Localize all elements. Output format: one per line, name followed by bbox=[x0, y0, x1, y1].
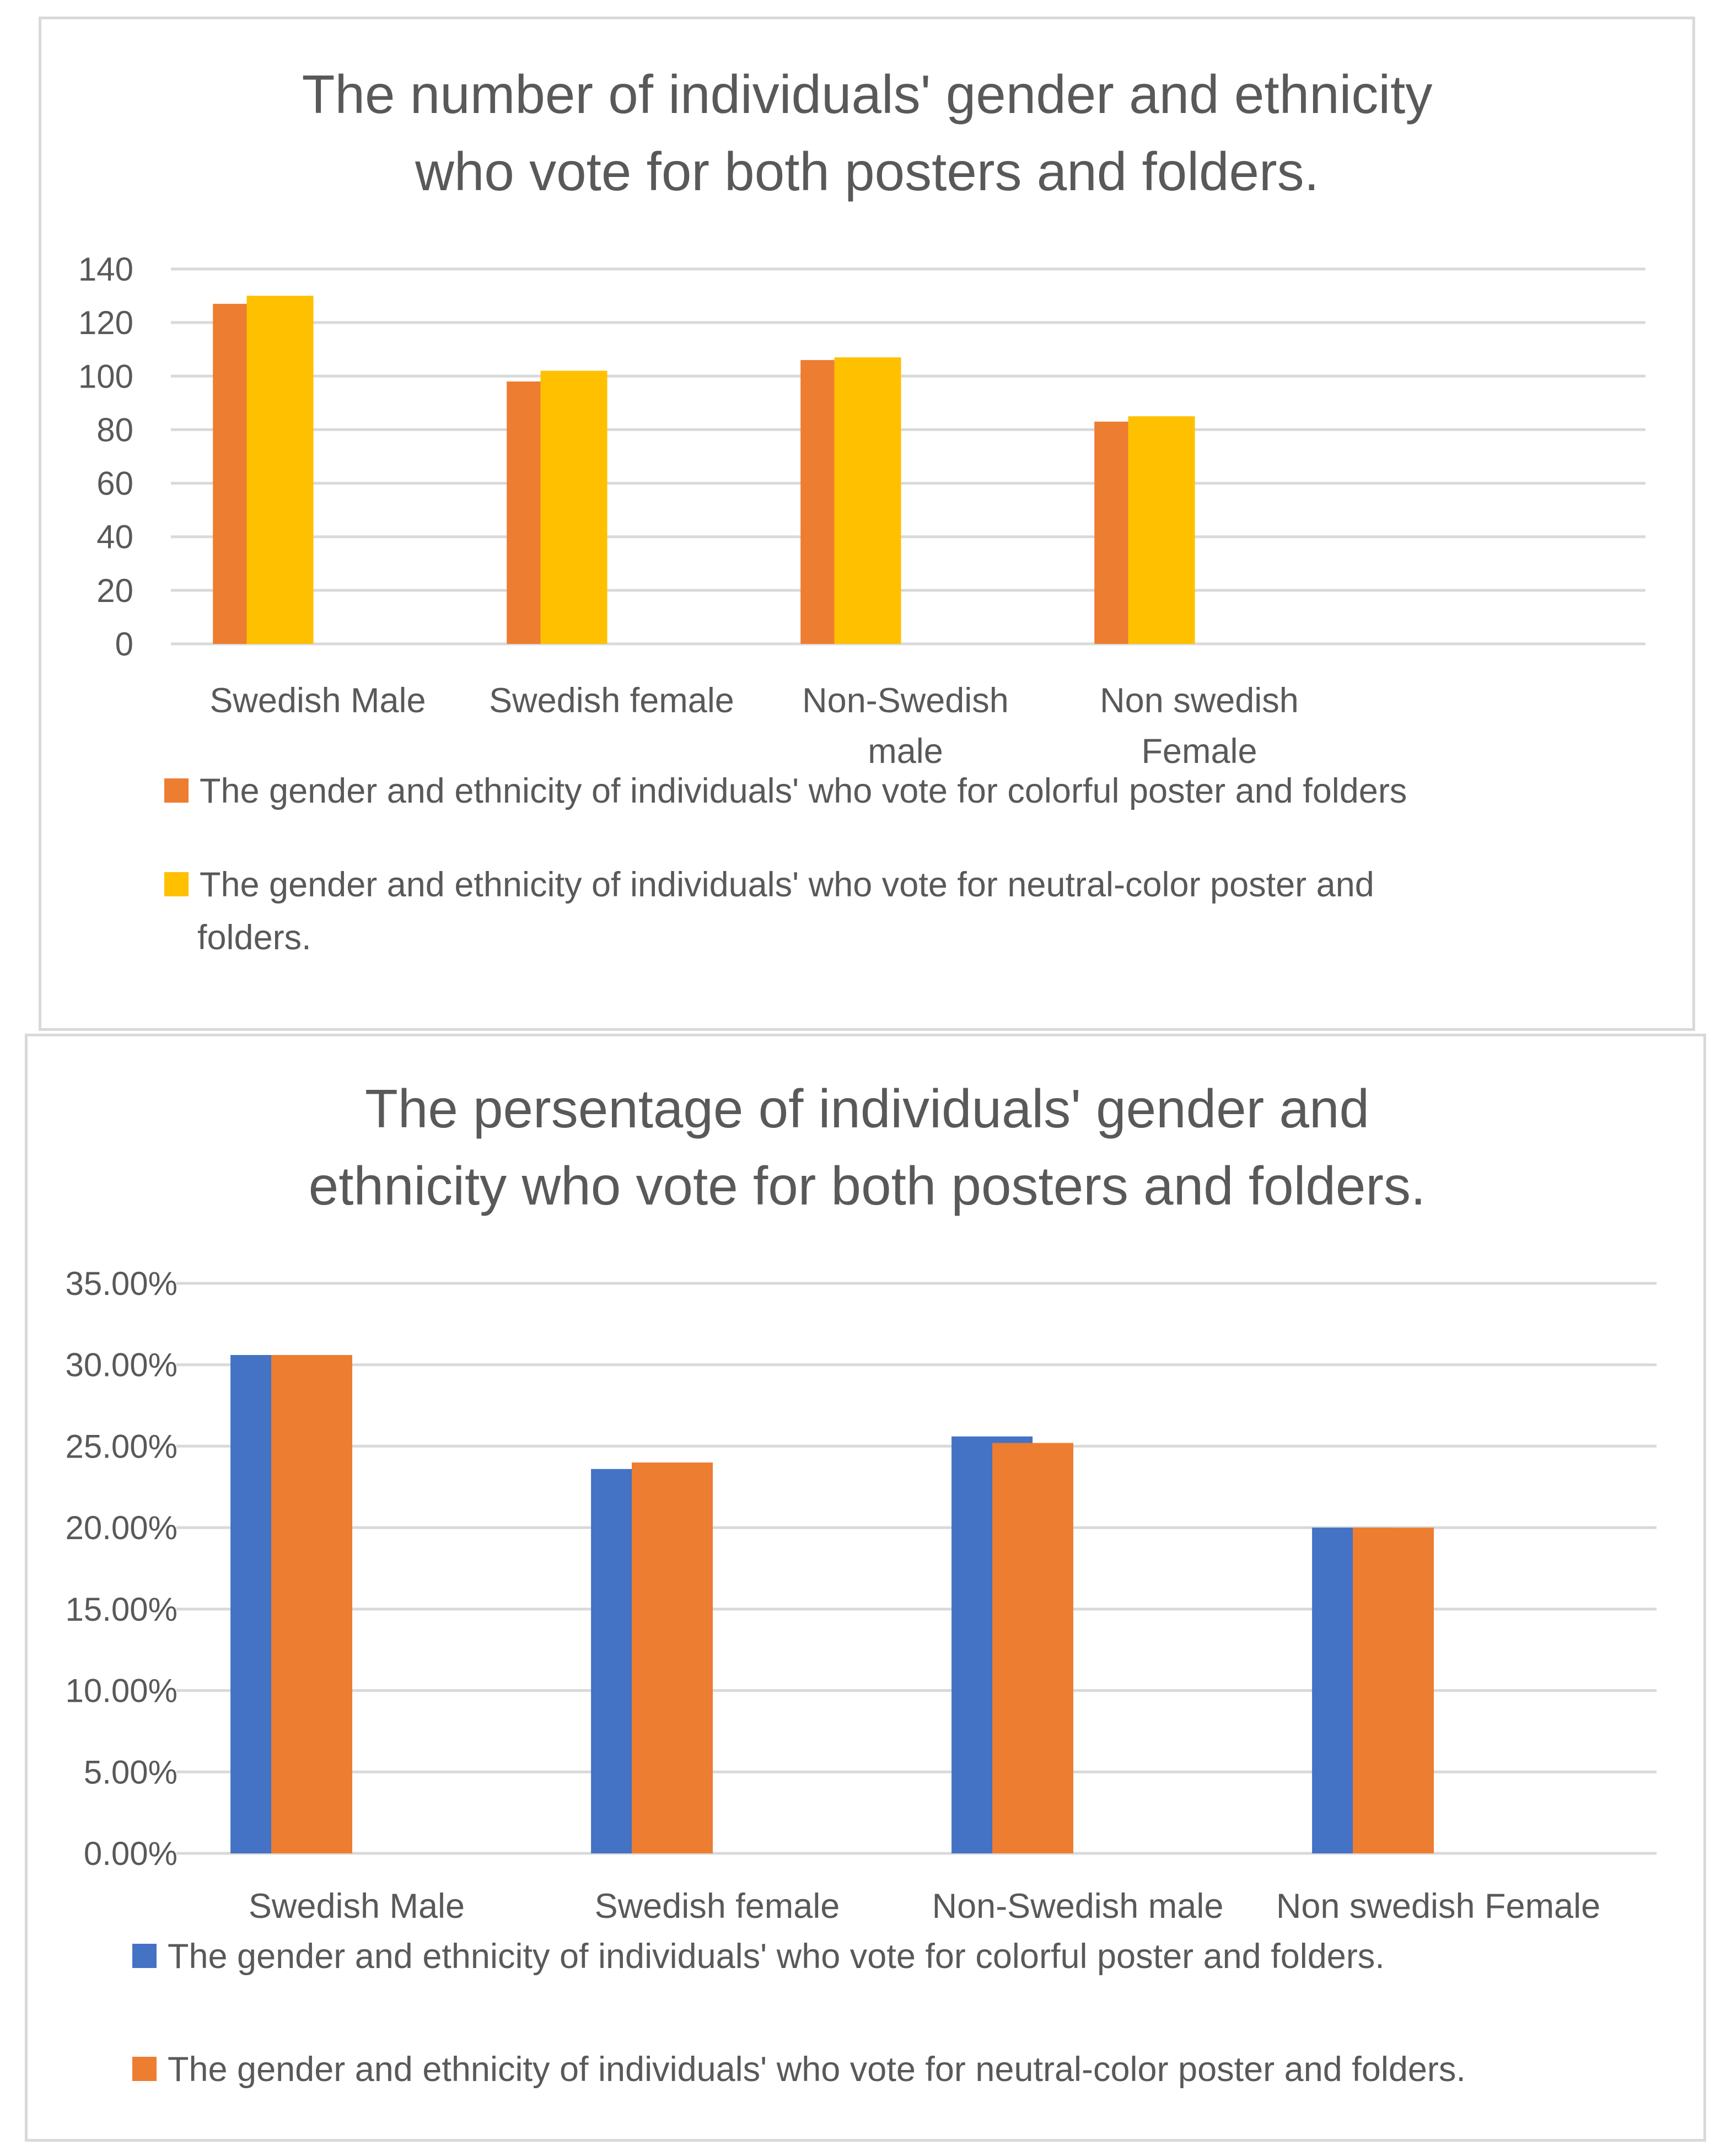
bar-series-2 bbox=[1128, 416, 1195, 644]
bar-series-2 bbox=[540, 370, 607, 644]
chart-title: who vote for both posters and folders. bbox=[415, 141, 1319, 202]
x-category-label: Swedish Male bbox=[249, 1887, 465, 1926]
legend-swatch bbox=[164, 872, 189, 896]
y-tick-label: 15.00% bbox=[66, 1591, 178, 1628]
y-tick-label: 20 bbox=[96, 572, 133, 609]
chart-title: ethnicity who vote for both posters and … bbox=[309, 1155, 1426, 1216]
y-tick-label: 0 bbox=[115, 626, 133, 663]
y-tick-label: 60 bbox=[96, 465, 133, 502]
legend-label: folders. bbox=[197, 918, 311, 957]
y-tick-label: 120 bbox=[78, 304, 133, 341]
legend-label: The gender and ethnicity of individuals'… bbox=[168, 2050, 1466, 2089]
x-category-label: Swedish Male bbox=[209, 681, 426, 720]
bar-series-2 bbox=[246, 295, 314, 644]
legend-label: The gender and ethnicity of individuals'… bbox=[200, 865, 1374, 904]
bar-series-2 bbox=[992, 1443, 1074, 1853]
y-tick-label: 35.00% bbox=[66, 1265, 178, 1302]
legend-label: The gender and ethnicity of individuals'… bbox=[200, 772, 1407, 810]
x-category-label: Non swedish Female bbox=[1276, 1887, 1600, 1926]
x-category-label: Non-Swedish bbox=[802, 681, 1009, 720]
bar-series-2 bbox=[1353, 1528, 1434, 1853]
chart-2: The persentage of individuals' gender an… bbox=[66, 1078, 1657, 2089]
y-tick-label: 10.00% bbox=[66, 1673, 178, 1709]
x-category-label: Swedish female bbox=[595, 1887, 840, 1926]
legend-swatch bbox=[132, 2057, 157, 2081]
chart-title: The number of individuals' gender and et… bbox=[302, 64, 1433, 125]
bar-series-2 bbox=[632, 1462, 713, 1853]
y-tick-label: 0.00% bbox=[84, 1835, 178, 1872]
bar-series-2 bbox=[834, 357, 901, 644]
y-tick-label: 140 bbox=[78, 251, 133, 288]
x-category-label: Non-Swedish male bbox=[932, 1887, 1224, 1926]
x-category-label: Female bbox=[1141, 732, 1257, 771]
y-tick-label: 25.00% bbox=[66, 1428, 178, 1465]
chart-title: The persentage of individuals' gender an… bbox=[365, 1078, 1369, 1139]
bar-series-2 bbox=[271, 1354, 353, 1853]
x-category-label: Swedish female bbox=[489, 681, 734, 720]
x-category-label: Non swedish bbox=[1100, 681, 1299, 720]
y-tick-label: 80 bbox=[96, 411, 133, 448]
legend-label: The gender and ethnicity of individuals'… bbox=[168, 1937, 1385, 1976]
y-tick-label: 20.00% bbox=[66, 1509, 178, 1546]
y-tick-label: 5.00% bbox=[84, 1754, 178, 1791]
legend-swatch bbox=[132, 1944, 157, 1968]
legend-swatch bbox=[164, 778, 189, 803]
y-tick-label: 40 bbox=[96, 519, 133, 556]
x-category-label: male bbox=[868, 732, 943, 771]
chart-1: The number of individuals' gender and et… bbox=[78, 64, 1646, 957]
y-tick-label: 30.00% bbox=[66, 1347, 178, 1384]
y-tick-label: 100 bbox=[78, 358, 133, 395]
